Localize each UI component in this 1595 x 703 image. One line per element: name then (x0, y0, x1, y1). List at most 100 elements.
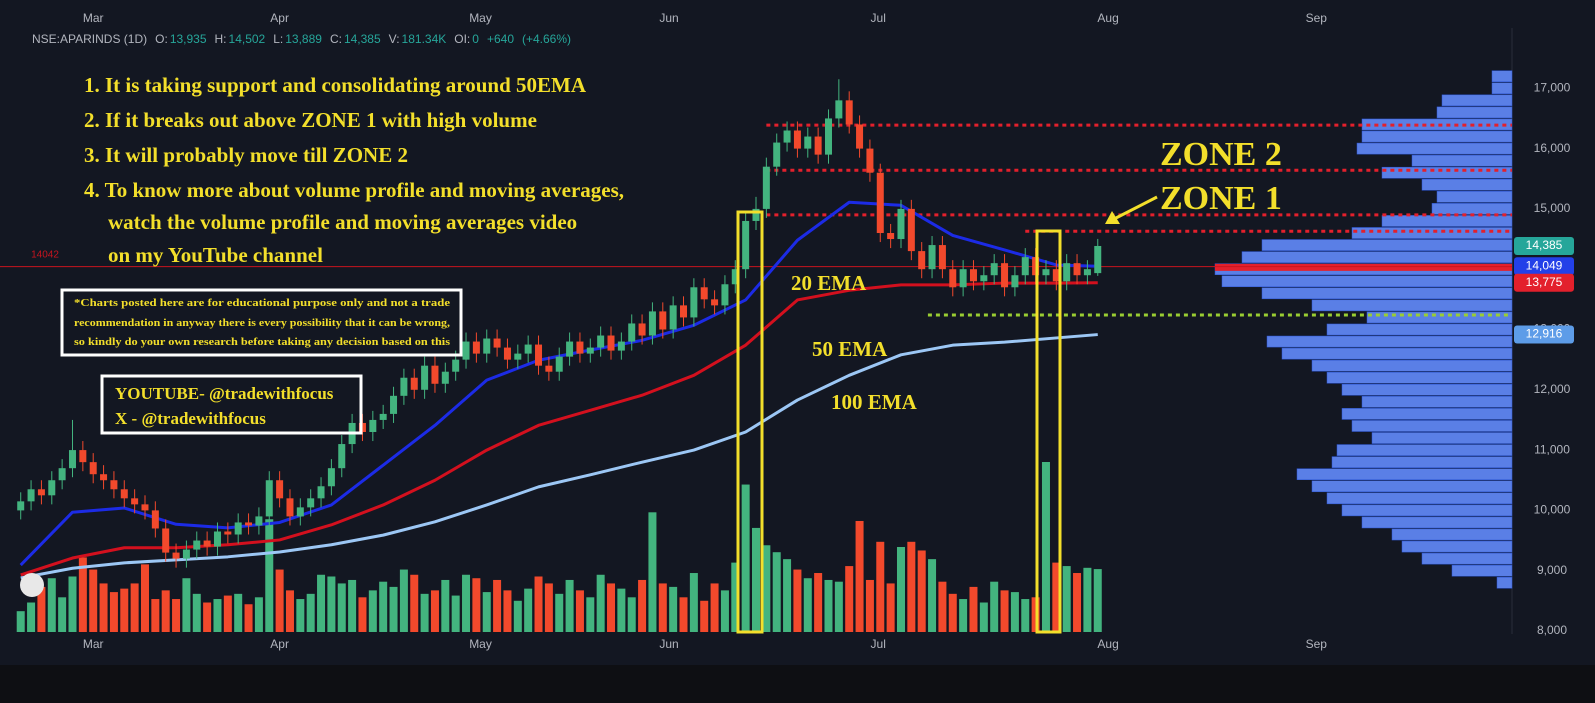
disclaimer-line: so kindly do your own research before ta… (74, 336, 451, 348)
volume-bar (68, 576, 77, 632)
candle-body (162, 528, 170, 553)
note-line: 3. It will probably move till ZONE 2 (84, 143, 408, 167)
volume-bar (296, 599, 305, 632)
y-tick-label: 17,000 (1534, 80, 1571, 94)
volume-bar (534, 576, 543, 632)
candle-body (400, 377, 408, 396)
volume-profile-bar (1341, 504, 1513, 517)
x-tick-label: Mar (83, 637, 104, 651)
volume-bar (834, 581, 843, 632)
x-tick-label: Sep (1306, 11, 1328, 25)
volume-profile-bar (1401, 540, 1513, 553)
candle-body (1083, 269, 1091, 276)
candle-body (721, 284, 729, 306)
price-badge (1514, 236, 1574, 255)
volume-bar (317, 574, 326, 632)
volume-bar (513, 600, 522, 632)
volume-bar (285, 590, 294, 632)
candle-body (100, 474, 108, 481)
volume-bar (896, 547, 905, 632)
candle-body (286, 498, 294, 517)
volume-bar (627, 597, 636, 632)
candle-body (296, 507, 304, 517)
candle-body (907, 208, 915, 252)
candle-body (255, 516, 263, 526)
candle-body (680, 305, 688, 318)
candle-body (731, 269, 739, 285)
volume-profile-bar (1351, 227, 1513, 239)
candle-body (628, 323, 636, 342)
disclaimer-line: recommendation in anyway there is every … (74, 317, 450, 329)
volume-bar (679, 597, 688, 632)
note-line: 1. It is taking support and consolidatin… (84, 73, 587, 97)
ema-line (20, 281, 1098, 577)
candle-body (1021, 257, 1029, 276)
candle-body (514, 353, 522, 360)
volume-bar (27, 602, 36, 632)
candle-body (213, 531, 221, 547)
volume-bar (234, 593, 243, 632)
volume-bar (741, 484, 750, 632)
candle-body (472, 341, 480, 354)
candle-body (597, 335, 605, 348)
volume-bar (607, 583, 616, 632)
candle-body (17, 501, 25, 511)
volume-bar (430, 590, 439, 632)
volume-bar (161, 590, 170, 632)
volume-profile-bar (1326, 492, 1513, 505)
zone-label: ZONE 1 (1160, 180, 1282, 217)
candle-body (804, 136, 812, 149)
legend-item: O: (155, 32, 168, 46)
volume-bar (140, 564, 149, 632)
volume-bar (130, 583, 139, 632)
volume-bar (462, 574, 471, 632)
candle-body (752, 208, 760, 221)
volume-bar (907, 541, 916, 632)
legend-item: 14,502 (229, 32, 266, 46)
volume-bar (586, 597, 595, 632)
volume-profile-bar (1311, 299, 1513, 312)
volume-bar (451, 595, 460, 632)
volume-bar (990, 581, 999, 632)
legend-item: 0 (472, 32, 479, 46)
price-line-label: 14042 (31, 249, 59, 260)
volume-bar (720, 590, 729, 632)
candle-body (762, 166, 770, 209)
volume-bar (265, 519, 274, 632)
front-layer: Mar Mar Apr Apr May May Jun Jun Jul Jul Aug Aug Sep S… (31, 11, 1574, 651)
candle-body (845, 100, 853, 125)
volume-bar (544, 583, 553, 632)
candle-body (245, 522, 253, 526)
legend-item: L: (273, 32, 283, 46)
price-badge-label: 13,775 (1526, 275, 1563, 289)
candle-body (545, 365, 553, 372)
volume-bar (472, 578, 481, 632)
candle-body (452, 359, 460, 372)
legend-item: H: (215, 32, 227, 46)
volume-bar (617, 588, 626, 632)
candle-body (690, 287, 698, 318)
price-badge-label: 12,916 (1526, 327, 1563, 341)
volume-profile-bar (1331, 456, 1513, 468)
volume-bar (648, 512, 657, 632)
note-line: watch the volume profile and moving aver… (108, 210, 577, 234)
volume-bar (700, 600, 709, 632)
volume-profile-bar (1241, 251, 1513, 263)
volume-bar (58, 597, 67, 632)
candle-body (959, 269, 967, 288)
volume-bar (928, 559, 937, 632)
candle-body (89, 462, 97, 475)
volume-bar (482, 592, 491, 632)
candle-body (1052, 269, 1060, 282)
y-tick-label: 12,000 (1534, 382, 1571, 396)
candle-body (897, 208, 905, 240)
x-tick-label: Apr (270, 11, 289, 25)
volume-bar (917, 550, 926, 632)
volume-profile-bar (1326, 371, 1513, 384)
volume-bar (762, 545, 771, 632)
volume-bar (16, 611, 25, 632)
candle-body (918, 251, 926, 270)
volume-bar (410, 574, 419, 632)
